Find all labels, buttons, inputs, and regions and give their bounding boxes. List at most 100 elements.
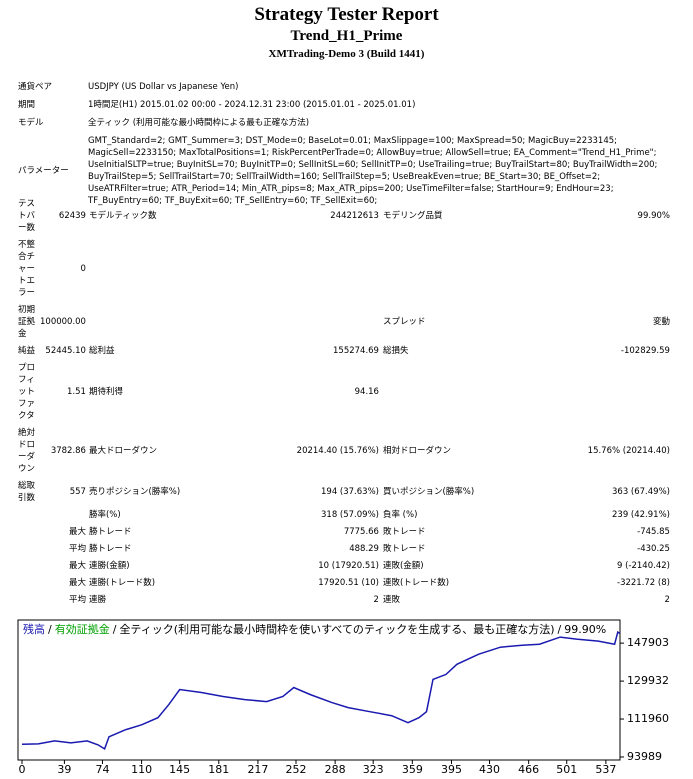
info-value: 1時間足(H1) 2015.01.02 00:00 - 2024.12.31 2… [88,100,416,110]
stats-cell: 勝トレード [88,526,132,537]
stats-cell: 最大 [68,577,86,588]
stats-cell: 勝トレード [88,543,132,554]
stats-cell: -745.85 [637,526,670,537]
x-tick-label: 323 [363,763,384,776]
x-tick-label: 145 [169,763,190,776]
stats-cell [18,591,40,608]
stats-cell [18,574,40,591]
info-row: パラメーター GMT_Standard=2; GMT_Summer=3; DST_… [18,132,668,210]
stats-table: テストバー数 62439 モデルティック数 244212613 モデリング品質 99.90… [18,195,670,608]
stats-cell: 318 (57.09%) [321,509,379,520]
stats-cell: 7775.66 [343,526,379,537]
stats-cell [40,506,86,523]
stats-cell: 488.29 [349,543,379,554]
report-subtitle: Trend_H1_Prime [290,28,403,44]
legend-equity: 有効証拠金 [55,622,110,636]
stats-cell: 連敗 [382,594,400,605]
stats-cell: 最大ドローダウン [88,445,157,456]
stats-cell: -102829.59 [620,345,670,356]
stats-cell: 最大 [68,560,86,571]
y-tick-label: 93989 [627,750,662,763]
stats-cell: 94.16 [354,386,379,397]
stats-cell [18,506,40,523]
stats-cell: 194 (37.63%) [321,486,379,497]
stats-cell [523,236,670,301]
stats-cell: 買いポジション(勝率%) [382,486,475,497]
stats-cell: 363 (67.49%) [612,486,670,497]
stats-cell: 2 [664,594,670,605]
stats-cell: スプレッド [382,316,426,327]
report-build: XMTrading-Demo 3 (Build 1441) [268,48,425,60]
stats-cell [379,236,523,301]
plot-frame [17,619,621,761]
x-tick-label: 466 [518,763,539,776]
stats-cell: 9 (-2140.42) [617,560,670,571]
y-tick-label: 111960 [627,712,669,725]
info-value: GMT_Standard=2; GMT_Summer=3; DST_Mode=0… [88,136,658,206]
stats-cell: 絶対ドローダウン [18,427,36,474]
stats-cell: 99.90% [637,210,670,221]
stats-row: 平均 連勝 2 連敗 2 [18,591,670,608]
balance-line [21,630,621,751]
info-label: モデル [18,118,44,128]
balance-chart: 残高 / 有効証拠金 / 全ティック(利用可能な最小時間枠を使いすべてのティックを生成す… [17,619,669,776]
stats-cell: 20214.40 (15.76%) [296,445,379,456]
x-tick-label: 359 [402,763,423,776]
legend-separator: / [113,623,117,636]
info-row: モデル 全ティック (利用可能な最小時間枠による最も正確な方法) [18,114,668,132]
stats-cell: 最大 [68,526,86,537]
stats-cell: 変動 [652,316,670,327]
x-tick-label: 395 [441,763,462,776]
legend-balance: 残高 [23,622,45,636]
stats-cell: 10 (17920.51) [318,560,379,571]
stats-cell: 62439 [58,210,86,221]
stats-cell [18,557,40,574]
stats-cell: 連勝(トレード数) [88,577,156,588]
info-value: USDJPY (US Dollar vs Japanese Yen) [88,82,239,92]
stats-cell: モデルティック数 [88,210,157,221]
stats-cell: 15.76% (20214.40) [587,445,670,456]
x-tick-label: 0 [19,763,26,776]
stats-cell: 敗トレード [382,543,426,554]
stats-row: 最大 連勝(トレード数) 17920.51 (10) 連敗(トレード数) -3221.7… [18,574,670,591]
info-table: 通貨ペア USDJPY (US Dollar vs Japanese Yen) 期間… [18,78,668,210]
stats-cell: 17920.51 (10) [318,577,379,588]
info-label: 期間 [18,100,36,110]
stats-cell: 100000.00 [40,316,86,327]
stats-cell: 1.51 [67,386,86,397]
stats-cell: 平均 [68,543,86,554]
y-tick-label: 147903 [627,636,669,649]
x-tick-label: 74 [95,763,109,776]
stats-cell: -3221.72 (8) [617,577,670,588]
legend-separator: / [48,623,52,636]
stats-row: 最大 勝トレード 7775.66 敗トレード -745.85 [18,523,670,540]
stats-row: 最大 連勝(金額) 10 (17920.51) 連敗(金額) 9 (-2140.42) [18,557,670,574]
stats-cell: 連敗(トレード数) [382,577,450,588]
info-row: 期間 1時間足(H1) 2015.01.02 00:00 - 2024.12.31… [18,96,668,114]
stats-cell: テストバー数 [18,198,36,233]
stats-row: 勝率(%) 318 (57.09%) 負率 (%) 239 (42.91%) [18,506,670,523]
stats-cell: 155274.69 [333,345,379,356]
x-tick-label: 430 [479,763,500,776]
stats-cell [86,236,229,301]
info-value: 全ティック (利用可能な最小時間枠による最も正確な方法) [88,118,310,128]
x-tick-label: 39 [57,763,71,776]
stats-row: 絶対ドローダウン 3782.86 最大ドローダウン 20214.40 (15.76%)… [18,424,670,477]
stats-cell: 初期証拠金 [18,304,36,339]
stats-cell: 純益 [18,345,36,356]
info-label: パラメーター [18,166,69,176]
report-title: Strategy Tester Report [254,4,439,25]
stats-cell: 平均 [68,594,86,605]
stats-row: 不整合チャートエラー 0 [18,236,670,301]
stats-cell: 総取引数 [18,480,36,503]
x-tick-label: 288 [325,763,346,776]
x-tick-label: 537 [595,763,616,776]
stats-cell: 3782.86 [50,445,86,456]
x-tick-label: 501 [556,763,577,776]
stats-cell: 敗トレード [382,526,426,537]
stats-row: テストバー数 62439 モデルティック数 244212613 モデリング品質 99.90… [18,195,670,236]
stats-cell: 相対ドローダウン [382,445,451,456]
stats-cell [523,359,670,424]
stats-cell: 不整合チャートエラー [18,239,36,298]
stats-cell: 総利益 [88,345,115,356]
